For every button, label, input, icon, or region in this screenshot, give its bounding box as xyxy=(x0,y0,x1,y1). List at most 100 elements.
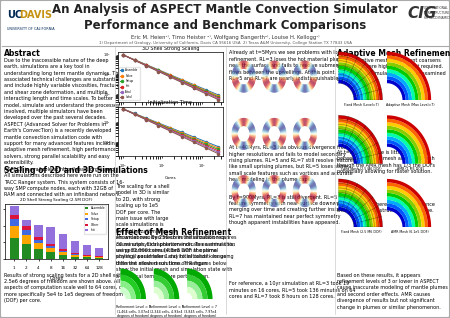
Polygon shape xyxy=(240,121,241,122)
Polygon shape xyxy=(245,119,246,120)
Polygon shape xyxy=(245,148,246,149)
Polygon shape xyxy=(241,204,242,205)
Polygon shape xyxy=(239,148,240,149)
Polygon shape xyxy=(280,204,281,205)
Polygon shape xyxy=(244,118,245,119)
Polygon shape xyxy=(308,202,309,203)
Polygon shape xyxy=(251,125,252,126)
Polygon shape xyxy=(308,176,309,177)
Polygon shape xyxy=(307,62,308,63)
Polygon shape xyxy=(250,68,251,69)
Polygon shape xyxy=(271,178,272,179)
Polygon shape xyxy=(387,80,405,100)
Polygon shape xyxy=(271,121,272,122)
Polygon shape xyxy=(304,206,305,207)
Polygon shape xyxy=(234,66,235,67)
Polygon shape xyxy=(235,68,236,69)
Polygon shape xyxy=(307,90,308,91)
Polygon shape xyxy=(279,181,280,182)
Polygon shape xyxy=(311,120,312,121)
Polygon shape xyxy=(154,287,164,299)
Polygon shape xyxy=(305,205,306,206)
Polygon shape xyxy=(252,182,253,183)
Bar xyxy=(58,251,67,252)
Polygon shape xyxy=(234,198,235,199)
Polygon shape xyxy=(282,123,283,124)
Polygon shape xyxy=(154,269,179,299)
Polygon shape xyxy=(250,199,251,200)
Polygon shape xyxy=(312,64,313,65)
Polygon shape xyxy=(248,87,249,88)
Polygon shape xyxy=(265,67,266,68)
Polygon shape xyxy=(313,183,314,184)
Polygon shape xyxy=(338,190,373,227)
Polygon shape xyxy=(276,206,277,207)
Polygon shape xyxy=(303,91,304,92)
Polygon shape xyxy=(243,62,244,63)
Polygon shape xyxy=(250,85,251,86)
Polygon shape xyxy=(267,199,268,200)
Polygon shape xyxy=(269,88,270,89)
Polygon shape xyxy=(235,125,236,126)
Assemble xyxy=(191,83,197,87)
Polygon shape xyxy=(294,125,295,126)
Polygon shape xyxy=(238,123,239,124)
Polygon shape xyxy=(267,121,268,122)
Polygon shape xyxy=(246,88,247,89)
Ideal xyxy=(203,92,209,96)
Polygon shape xyxy=(269,180,270,181)
Polygon shape xyxy=(283,143,284,144)
Polygon shape xyxy=(307,146,308,147)
Polygon shape xyxy=(248,205,249,206)
Polygon shape xyxy=(280,67,281,68)
Polygon shape xyxy=(302,119,303,120)
Polygon shape xyxy=(280,88,281,89)
Polygon shape xyxy=(268,200,269,201)
Polygon shape xyxy=(253,68,254,69)
Polygon shape xyxy=(299,203,300,204)
Polygon shape xyxy=(279,202,280,203)
Polygon shape xyxy=(301,121,302,122)
Polygon shape xyxy=(299,144,300,145)
Polygon shape xyxy=(313,65,314,66)
Polygon shape xyxy=(234,84,235,85)
Polygon shape xyxy=(308,144,309,145)
Polygon shape xyxy=(296,144,297,145)
Polygon shape xyxy=(240,90,241,91)
Polygon shape xyxy=(274,205,275,206)
Assemble xyxy=(215,93,220,97)
Polygon shape xyxy=(236,64,237,65)
Polygon shape xyxy=(315,83,316,84)
Polygon shape xyxy=(313,182,314,183)
Polygon shape xyxy=(245,62,246,63)
Polygon shape xyxy=(265,69,266,70)
Solve xyxy=(167,73,173,77)
Polygon shape xyxy=(235,84,236,85)
Polygon shape xyxy=(297,200,298,201)
Polygon shape xyxy=(240,91,241,92)
Polygon shape xyxy=(300,147,301,148)
Polygon shape xyxy=(270,89,271,90)
Polygon shape xyxy=(268,66,269,67)
Polygon shape xyxy=(314,143,315,144)
Polygon shape xyxy=(237,88,238,89)
Polygon shape xyxy=(266,67,267,68)
Polygon shape xyxy=(314,142,315,143)
Text: UNIVERSITY OF CALIFORNIA: UNIVERSITY OF CALIFORNIA xyxy=(7,27,54,31)
Polygon shape xyxy=(268,87,269,88)
Polygon shape xyxy=(237,120,238,121)
Polygon shape xyxy=(309,122,310,123)
Polygon shape xyxy=(240,179,241,180)
Polygon shape xyxy=(298,178,299,179)
Polygon shape xyxy=(249,143,250,144)
Polygon shape xyxy=(303,148,304,149)
Polygon shape xyxy=(338,143,357,164)
Polygon shape xyxy=(296,85,297,86)
Polygon shape xyxy=(313,142,314,143)
Polygon shape xyxy=(307,148,308,149)
Polygon shape xyxy=(265,181,266,182)
Polygon shape xyxy=(266,124,267,125)
Polygon shape xyxy=(296,141,297,142)
Polygon shape xyxy=(238,62,239,63)
Polygon shape xyxy=(283,67,284,68)
